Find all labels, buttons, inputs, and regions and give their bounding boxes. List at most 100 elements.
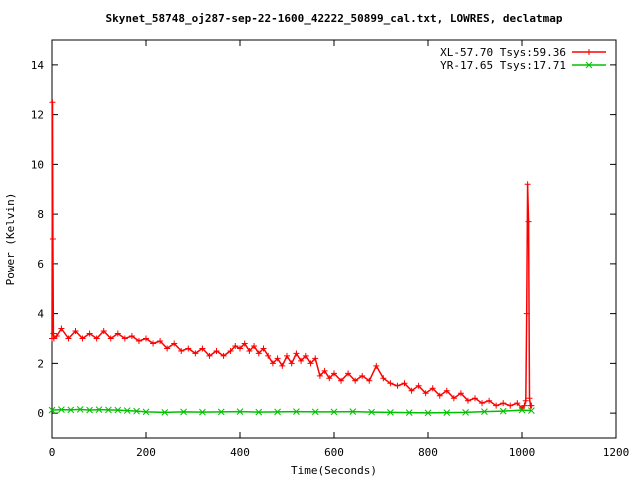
data-point [408,387,415,394]
data-point [359,372,366,379]
data-point [493,402,500,409]
data-point [321,367,328,374]
data-point [307,360,314,367]
data-point [526,395,533,402]
data-point [58,325,65,332]
data-point [217,408,225,416]
data-point [255,350,262,357]
axis-ticks [51,40,617,438]
data-point [523,310,530,317]
data-point [241,340,248,347]
data-point [429,385,436,392]
data-point [180,408,187,416]
y-tick-label: 10 [31,158,44,171]
data-point [525,218,532,225]
data-point [415,382,422,389]
data-point [464,397,471,404]
data-point [206,352,213,359]
data-point [199,408,206,416]
series-1 [49,99,535,412]
data-point [192,350,199,357]
data-point [586,49,592,55]
data-point [114,330,121,337]
data-point [387,409,394,416]
data-point [86,330,93,337]
x-tick-label: 800 [418,446,438,459]
data-point [142,408,150,416]
axis-tick-labels: 0 200 400 600 800 1000 1200 0 2 4 6 8 10 12 14 [31,59,630,459]
data-point [380,375,387,382]
data-point [53,333,60,340]
data-point [76,406,84,413]
data-point [479,400,486,407]
data-point [251,342,258,349]
data-point [213,347,220,354]
y-tick-label: 4 [37,308,44,321]
x-tick-label: 1000 [509,446,536,459]
data-point [100,328,107,335]
data-point [405,409,413,416]
data-point [528,407,535,414]
data-point [48,406,56,414]
data-point [345,370,352,377]
y-tick-label: 14 [31,59,45,72]
legend-label: YR-17.65 Tsys:17.71 [440,59,566,72]
data-point [67,406,75,414]
data-point [150,340,157,347]
data-point [265,352,272,359]
data-point [528,402,535,409]
data-point [93,335,100,342]
data-point [298,357,305,364]
data-point [274,355,281,362]
data-point [331,370,337,377]
x-tick-label: 0 [49,446,56,459]
y-tick-label: 6 [37,258,44,271]
x-tick-label: 400 [230,446,250,459]
data-point [279,362,286,369]
data-point [316,372,323,379]
data-point [518,406,526,414]
chart-title: Skynet_58748_oj287-sep-22-1600_42222_508… [106,12,563,25]
data-point [86,406,93,414]
data-point [443,409,451,416]
data-point [128,333,135,340]
data-point [500,400,507,407]
data-point [164,345,171,352]
data-point [185,345,192,352]
data-point [436,392,443,399]
data-point [178,347,185,354]
data-point [472,395,478,402]
data-point [424,409,432,417]
data-point [499,407,507,415]
data-point [114,406,122,414]
data-point [227,347,234,354]
y-tick-label: 12 [31,109,44,122]
data-point [135,337,142,344]
data-point [312,355,319,362]
data-point [65,335,72,342]
data-point [284,352,290,359]
data-point [524,181,531,188]
data-point [171,340,178,347]
data-point [274,408,281,416]
data-point [232,342,239,349]
data-point [220,352,227,359]
data-point [199,345,206,352]
x-tick-label: 1200 [603,446,630,459]
data-point [422,390,429,397]
data-point [366,377,373,384]
data-point [293,350,300,357]
data-point [293,408,300,415]
data-point [401,380,408,387]
data-point [49,99,56,106]
data-point [443,387,450,394]
y-tick-label: 8 [37,208,44,221]
x-axis-label: Time(Seconds) [291,464,377,477]
x-tick-label: 200 [136,446,156,459]
data-point [338,377,345,384]
data-point [450,395,457,402]
y-tick-label: 0 [37,407,44,420]
series-line [51,102,532,410]
